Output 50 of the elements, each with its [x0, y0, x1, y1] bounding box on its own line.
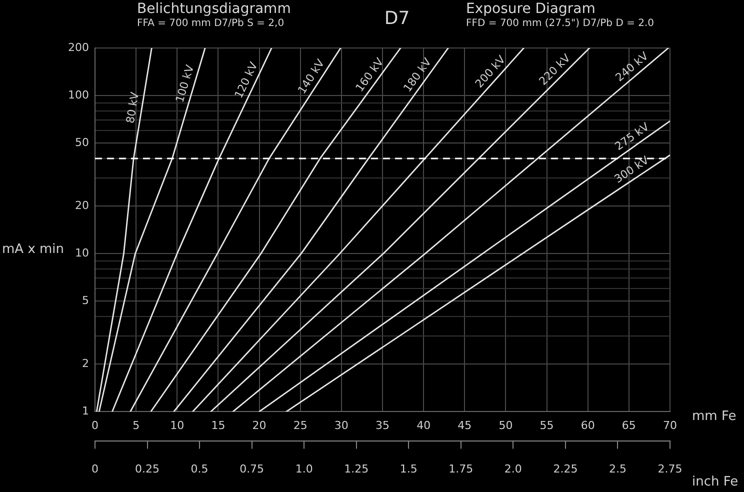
x-tick-label: 50 [498, 419, 513, 432]
text: Exposure Diagram [466, 1, 596, 17]
x-axis-title: mm Fe [692, 408, 736, 424]
x2-tick-label: 1.25 [344, 462, 369, 476]
chart-title: D7 [383, 8, 411, 29]
x-tick-label: 0 [91, 419, 98, 432]
x-tick-label: 65 [622, 419, 636, 432]
y-tick-label: 10 [74, 246, 89, 260]
x-tick-label: 20 [252, 419, 266, 432]
x2-tick-label: 2.75 [658, 462, 682, 476]
x-tick-label: 55 [540, 419, 554, 432]
text: 240 kV [613, 49, 652, 84]
x-tick-label: 5 [132, 419, 140, 432]
x2-tick-label: 2.0 [504, 462, 522, 476]
y-tick-label: 1 [82, 404, 89, 418]
x-tick-label: 70 [663, 419, 677, 432]
x2-axis-title: inch Fe [692, 474, 738, 490]
text: 80 kV [124, 90, 142, 124]
x2-tick-label: 0 [91, 462, 98, 476]
x-tick-label: 45 [458, 419, 472, 432]
y-tick-label: 50 [74, 136, 89, 149]
x2-tick-label: 0.75 [240, 462, 264, 476]
text: 300 kV [612, 153, 652, 186]
x-tick-label: 15 [211, 419, 226, 432]
x-tick-label: 30 [334, 419, 348, 432]
x-tick-label: 35 [376, 419, 390, 432]
y-tick-label: 100 [68, 88, 89, 102]
x2-tick-label: 1.75 [448, 462, 474, 476]
x2-tick-label: 1.0 [295, 462, 313, 476]
x2-tick-label: 2.25 [553, 462, 578, 476]
text: 220 kV [536, 51, 574, 88]
text: FFD = 700 mm (27.5") D7/Pb D = 2.0 [466, 18, 654, 29]
y-tick-label: 200 [68, 40, 89, 54]
x-tick-label: 60 [580, 419, 595, 432]
x-tick-label: 10 [170, 419, 184, 432]
y-tick-label: 20 [74, 198, 89, 212]
x-tick-label: 25 [293, 419, 308, 432]
x2-tick-label: 0.5 [190, 462, 208, 476]
text: 120 kV [232, 60, 260, 100]
text: 275 kV [612, 120, 652, 154]
y-tick-label: 5 [82, 294, 89, 308]
text: FFA = 700 mm D7/Pb S = 2,0 [137, 18, 284, 29]
y-axis-title: mA x min [2, 242, 64, 258]
text: 100 kV [173, 63, 197, 104]
y-tick-label: 2 [82, 356, 89, 370]
x2-tick-label: 2.5 [608, 462, 626, 476]
text: Belichtungsdiagramm [137, 1, 291, 17]
x2-tick-label: 0.25 [135, 462, 160, 476]
x2-tick-label: 1.5 [400, 462, 418, 476]
x-tick-label: 40 [416, 419, 431, 432]
